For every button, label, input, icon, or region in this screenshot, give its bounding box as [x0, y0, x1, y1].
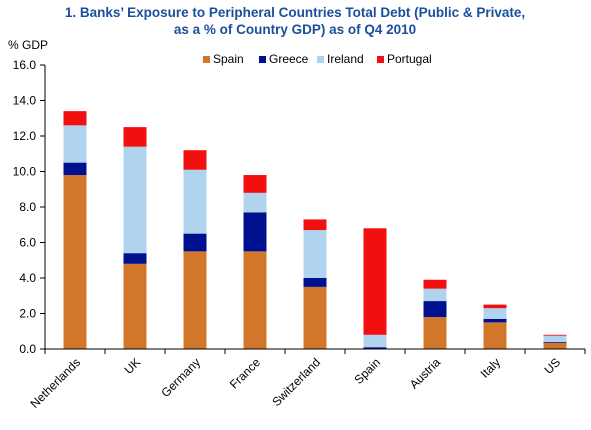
chart-title-line-2: as a % of Country GDP) as of Q4 2010: [174, 22, 416, 37]
bar-segment-greece-spain: [363, 347, 387, 349]
bars: [44, 111, 586, 354]
y-tick-label: 14.0: [13, 94, 37, 108]
bar-segment-portugal-switzerland: [303, 219, 327, 231]
bar-segment-ireland-italy: [483, 308, 507, 319]
x-category-label: US: [541, 355, 563, 377]
legend: Spain Greece Ireland Portugal: [203, 52, 432, 66]
bar-segment-greece-us: [543, 341, 567, 343]
legend-label-portugal: Portugal: [387, 52, 432, 66]
bar-segment-spain-switzerland: [303, 286, 327, 349]
legend-label-spain: Spain: [213, 52, 244, 66]
y-axis-unit-label: % GDP: [8, 38, 48, 52]
bar-segment-spain-france: [243, 251, 267, 349]
x-category-label: Austria: [407, 355, 444, 392]
x-category-label: Switzerland: [269, 355, 323, 409]
bar-segment-spain-netherlands: [63, 175, 87, 349]
bar-segment-spain-austria: [423, 317, 447, 349]
y-tick-label: 8.0: [19, 200, 36, 214]
y-tick-label: 4.0: [19, 271, 36, 285]
bar-segment-ireland-switzerland: [303, 230, 327, 278]
bar-segment-portugal-italy: [483, 304, 507, 309]
bar-segment-greece-netherlands: [63, 162, 87, 176]
bar-segment-spain-italy: [483, 322, 507, 349]
bar-segment-portugal-us: [543, 334, 567, 336]
legend-swatch-spain: [203, 56, 210, 63]
bar-segment-portugal-germany: [183, 150, 207, 170]
x-category-label: Netherlands: [27, 355, 83, 411]
chart-title-line-1: 1. Banks’ Exposure to Peripheral Countri…: [65, 5, 525, 20]
bar-segment-ireland-austria: [423, 288, 447, 302]
legend-label-ireland: Ireland: [327, 52, 364, 66]
y-axis-ticks: 0.0 2.0 4.0 6.0 8.0 10.0 12.0 14.0 16.0: [13, 58, 45, 356]
bar-segment-portugal-spain: [363, 228, 387, 335]
x-category-label: France: [227, 355, 264, 392]
bar-segment-greece-austria: [423, 301, 447, 318]
y-tick-label: 12.0: [13, 129, 37, 143]
legend-swatch-greece: [259, 56, 266, 63]
y-tick-label: 10.0: [13, 165, 37, 179]
bar-segment-portugal-austria: [423, 279, 447, 289]
y-tick-label: 16.0: [13, 58, 37, 72]
bar-segment-ireland-uk: [123, 146, 147, 254]
bar-segment-ireland-netherlands: [63, 125, 87, 163]
bar-segment-greece-italy: [483, 318, 507, 323]
y-tick-label: 0.0: [19, 342, 36, 356]
bar-segment-ireland-spain: [363, 334, 387, 348]
legend-swatch-ireland: [317, 56, 324, 63]
bar-segment-ireland-germany: [183, 169, 207, 234]
bar-segment-greece-france: [243, 212, 267, 252]
bar-segment-portugal-netherlands: [63, 111, 87, 126]
legend-swatch-portugal: [377, 56, 384, 63]
bar-segment-greece-switzerland: [303, 278, 327, 287]
legend-label-greece: Greece: [269, 52, 309, 66]
bar-segment-ireland-us: [543, 335, 567, 342]
y-tick-label: 6.0: [19, 236, 36, 250]
x-category-label: Germany: [158, 355, 203, 400]
x-category-label: Italy: [478, 355, 503, 380]
bar-segment-portugal-france: [243, 175, 267, 193]
x-category-label: UK: [121, 355, 143, 377]
y-tick-label: 2.0: [19, 307, 36, 321]
bar-segment-greece-uk: [123, 253, 147, 264]
x-category-label: Spain: [352, 355, 384, 387]
bar-segment-portugal-uk: [123, 127, 147, 147]
bar-segment-ireland-france: [243, 192, 267, 213]
bar-segment-spain-us: [543, 342, 567, 349]
bar-segment-greece-germany: [183, 233, 207, 252]
bar-segment-spain-uk: [123, 263, 147, 349]
bar-segment-spain-germany: [183, 251, 207, 349]
x-axis-labels: Netherlands UK Germany France Switzerland Spa…: [27, 355, 563, 411]
